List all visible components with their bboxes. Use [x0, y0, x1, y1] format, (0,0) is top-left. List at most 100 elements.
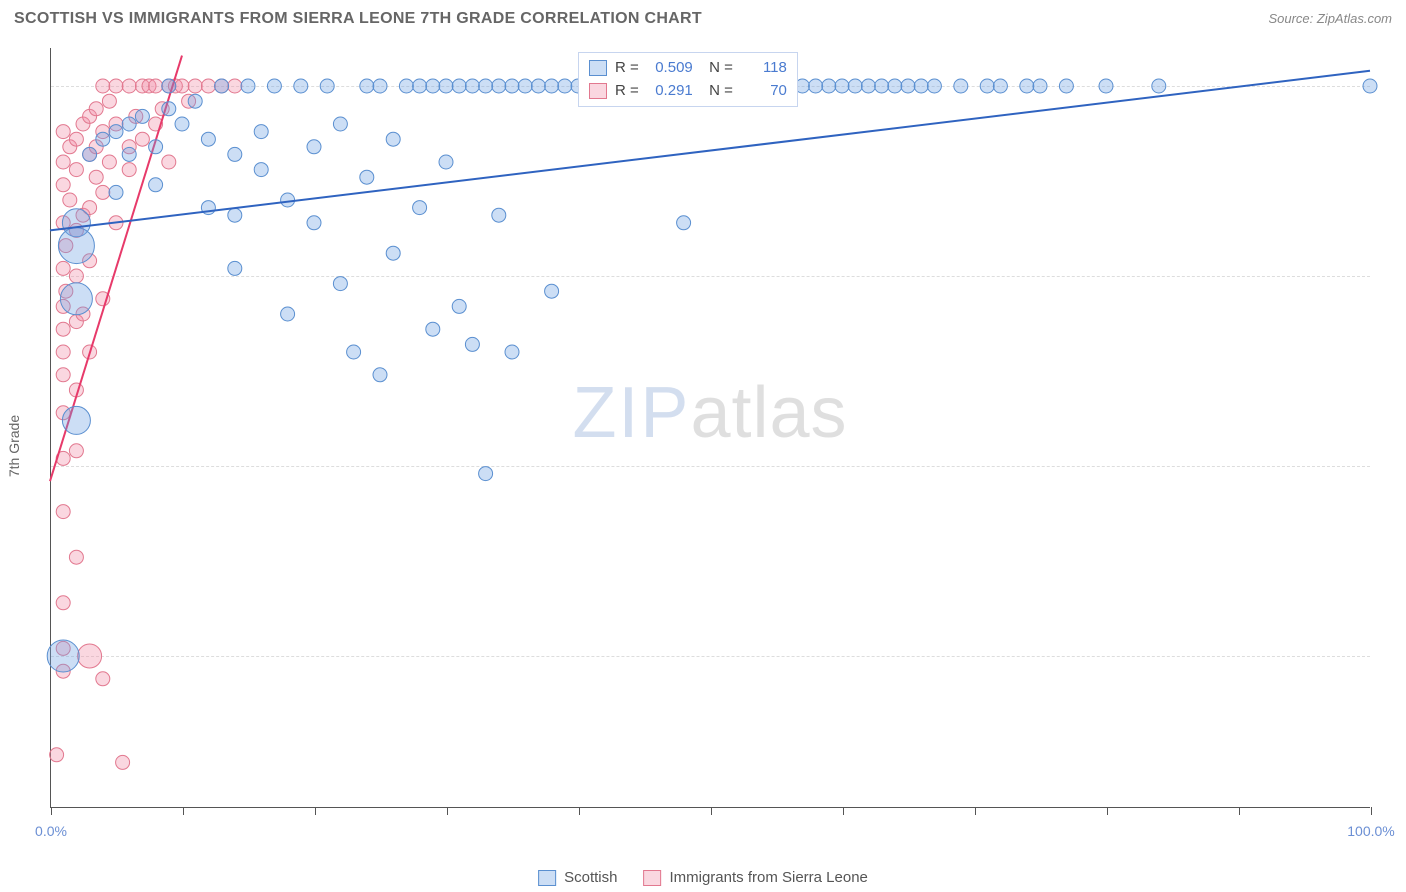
- data-point: [135, 132, 149, 146]
- data-point: [47, 640, 79, 672]
- x-tick: [975, 807, 976, 815]
- y-tick-label: 95.0%: [1380, 458, 1406, 474]
- data-point: [56, 261, 70, 275]
- data-point: [1152, 79, 1166, 93]
- data-point: [452, 79, 466, 93]
- x-tick-label-right: 100.0%: [1347, 823, 1394, 839]
- data-point: [96, 79, 110, 93]
- stats-n-value: 70: [741, 80, 787, 103]
- data-point: [545, 79, 559, 93]
- x-tick: [183, 807, 184, 815]
- series-scottish: [47, 71, 1377, 672]
- legend-label-scottish: Scottish: [564, 869, 617, 886]
- data-point: [479, 79, 493, 93]
- data-point: [58, 228, 94, 264]
- stats-row: R = 0.291 N = 70: [589, 80, 787, 103]
- data-point: [56, 178, 70, 192]
- data-point: [56, 155, 70, 169]
- data-point: [360, 170, 374, 184]
- data-point: [914, 79, 928, 93]
- y-tick-label: 100.0%: [1380, 78, 1406, 94]
- stats-n-label: N =: [701, 80, 733, 103]
- data-point: [50, 748, 64, 762]
- data-point: [89, 170, 103, 184]
- stats-row: R =0.509 N =118: [589, 57, 787, 80]
- legend-item-sierra: Immigrants from Sierra Leone: [643, 869, 867, 886]
- data-point: [122, 147, 136, 161]
- data-point: [102, 94, 116, 108]
- data-point: [162, 79, 176, 93]
- data-point: [901, 79, 915, 93]
- data-point: [426, 79, 440, 93]
- data-point: [149, 178, 163, 192]
- data-point: [452, 299, 466, 313]
- data-point: [360, 79, 374, 93]
- x-tick: [1107, 807, 1108, 815]
- data-point: [373, 368, 387, 382]
- data-point: [399, 79, 413, 93]
- chart-header: SCOTTISH VS IMMIGRANTS FROM SIERRA LEONE…: [0, 0, 1406, 34]
- data-point: [69, 269, 83, 283]
- stats-r-value: 0.509: [647, 57, 693, 80]
- data-point: [56, 505, 70, 519]
- data-point: [188, 94, 202, 108]
- data-point: [307, 216, 321, 230]
- data-point: [426, 322, 440, 336]
- data-point: [413, 79, 427, 93]
- x-tick: [447, 807, 448, 815]
- data-point: [175, 117, 189, 131]
- stats-r-label: R =: [615, 57, 639, 80]
- data-point: [241, 79, 255, 93]
- data-point: [875, 79, 889, 93]
- data-point: [162, 102, 176, 116]
- data-point: [993, 79, 1007, 93]
- data-point: [96, 132, 110, 146]
- data-point: [109, 79, 123, 93]
- data-point: [69, 163, 83, 177]
- legend-label-sierra: Immigrants from Sierra Leone: [669, 869, 867, 886]
- data-point: [347, 345, 361, 359]
- data-point: [505, 345, 519, 359]
- data-point: [465, 79, 479, 93]
- data-point: [122, 117, 136, 131]
- y-axis-label: 7th Grade: [6, 415, 22, 477]
- data-point: [954, 79, 968, 93]
- data-point: [56, 368, 70, 382]
- data-point: [201, 79, 215, 93]
- data-point: [848, 79, 862, 93]
- data-point: [254, 125, 268, 139]
- legend-swatch-scottish: [538, 870, 556, 886]
- chart-source: Source: ZipAtlas.com: [1268, 11, 1392, 26]
- chart-svg: [50, 48, 1370, 808]
- legend: Scottish Immigrants from Sierra Leone: [538, 869, 868, 886]
- data-point: [254, 163, 268, 177]
- data-point: [188, 79, 202, 93]
- data-point: [413, 201, 427, 215]
- data-point: [479, 467, 493, 481]
- data-point: [122, 163, 136, 177]
- x-tick: [1239, 807, 1240, 815]
- data-point: [89, 102, 103, 116]
- data-point: [228, 208, 242, 222]
- data-point: [56, 345, 70, 359]
- chart-title: SCOTTISH VS IMMIGRANTS FROM SIERRA LEONE…: [14, 10, 702, 28]
- data-point: [69, 132, 83, 146]
- correlation-stats-box: R = 0.509 N = 118R = 0.291 N = 70: [578, 52, 798, 107]
- stats-swatch: [589, 60, 607, 76]
- data-point: [927, 79, 941, 93]
- data-point: [69, 550, 83, 564]
- data-point: [307, 140, 321, 154]
- data-point: [980, 79, 994, 93]
- data-point: [465, 337, 479, 351]
- x-tick: [1371, 807, 1372, 815]
- data-point: [175, 79, 189, 93]
- data-point: [333, 277, 347, 291]
- data-point: [162, 155, 176, 169]
- data-point: [1099, 79, 1113, 93]
- stats-r-label: R =: [615, 80, 639, 103]
- data-point: [545, 284, 559, 298]
- data-point: [96, 185, 110, 199]
- data-point: [122, 79, 136, 93]
- stats-r-value: 0.291: [647, 80, 693, 103]
- stats-n-value: 118: [741, 57, 787, 80]
